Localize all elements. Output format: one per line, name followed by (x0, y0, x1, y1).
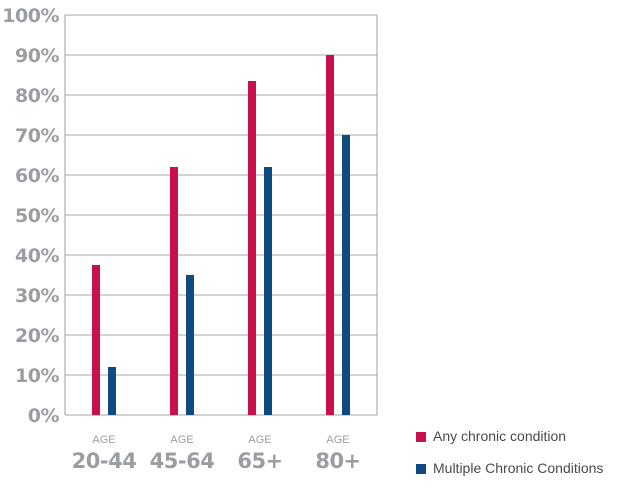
x-axis-labels: AGE 20-44 AGE 45-64 AGE 65+ AGE 80+ (72, 434, 362, 473)
legend-label: Multiple Chronic Conditions (433, 460, 603, 476)
y-tick-label: 70% (15, 125, 59, 147)
y-tick-label: 20% (15, 325, 59, 347)
y-tick-label: 50% (15, 205, 59, 227)
y-tick-label: 30% (15, 285, 59, 307)
bar-any-chronic-3 (326, 55, 334, 415)
bar-multiple-chronic-2 (264, 167, 272, 415)
legend: Any chronic condition Multiple Chronic Co… (416, 428, 603, 476)
y-tick-label: 100% (2, 5, 59, 27)
x-category-prefix: AGE (170, 434, 193, 446)
bar-multiple-chronic-3 (342, 135, 350, 415)
x-category-label: 20-44 (72, 449, 137, 473)
y-axis-ticks: 0% 10% 20% 30% 40% 50% 60% 70% 80% 90% 100% (2, 5, 60, 427)
y-tick-label: 60% (15, 165, 59, 187)
y-tick-label: 90% (15, 45, 59, 67)
bar-any-chronic-1 (170, 167, 178, 415)
bar-any-chronic-2 (248, 81, 256, 415)
bar-any-chronic-0 (92, 265, 100, 415)
x-category-label: 45-64 (150, 449, 215, 473)
y-tick-label: 0% (28, 405, 60, 427)
gridlines (64, 14, 378, 416)
x-category-prefix: AGE (248, 434, 271, 446)
legend-swatch (416, 464, 426, 474)
y-tick-label: 10% (15, 365, 59, 387)
x-category-prefix: AGE (326, 434, 349, 446)
x-category-label: 80+ (315, 449, 360, 473)
legend-label: Any chronic condition (433, 428, 566, 444)
y-tick-label: 80% (15, 85, 59, 107)
bar-multiple-chronic-1 (186, 275, 194, 415)
x-category-label: 65+ (237, 449, 282, 473)
legend-swatch (416, 432, 426, 442)
y-tick-label: 40% (15, 245, 59, 267)
x-category-prefix: AGE (92, 434, 115, 446)
bars (92, 55, 350, 415)
bar-multiple-chronic-0 (108, 367, 116, 415)
